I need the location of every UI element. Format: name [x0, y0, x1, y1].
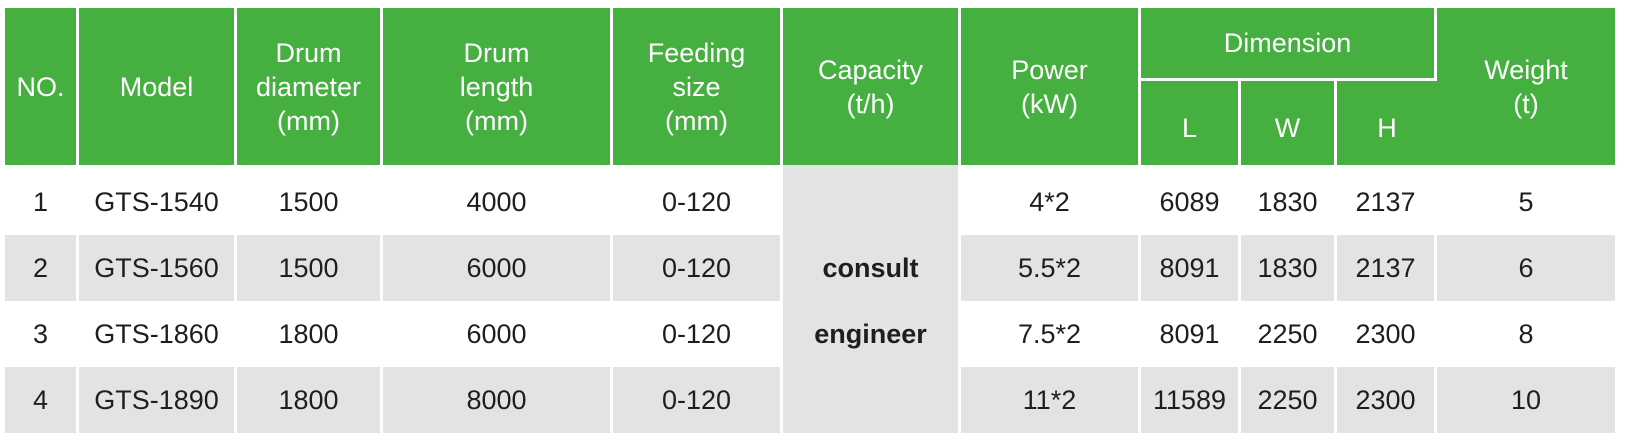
cell-dim-h: 2137 [1337, 235, 1438, 301]
cell-diameter: 1800 [237, 301, 383, 367]
cell-diameter: 1500 [237, 235, 383, 301]
header-model: Model [79, 8, 237, 165]
cell-length: 4000 [383, 165, 613, 235]
cell-dim-w: 2250 [1241, 367, 1337, 433]
header-dimension-w: W [1241, 81, 1337, 165]
header-dimension-h: H [1337, 81, 1438, 165]
cell-power: 11*2 [961, 367, 1141, 433]
header-power: Power (kW) [961, 8, 1141, 165]
cell-model: GTS-1860 [79, 301, 237, 367]
cell-length: 6000 [383, 235, 613, 301]
cell-weight: 10 [1437, 367, 1616, 433]
cell-no: 1 [5, 165, 79, 235]
table-row: 4 GTS-1890 1800 8000 0-120 11*2 11589 22… [5, 367, 1616, 433]
cell-weight: 5 [1437, 165, 1616, 235]
header-row: NO. Model Drum diameter (mm) Drum length… [5, 8, 1616, 165]
cell-diameter: 1800 [237, 367, 383, 433]
spec-table: NO. Model Drum diameter (mm) Drum length… [5, 8, 1616, 433]
cell-power: 7.5*2 [961, 301, 1141, 367]
header-drum-length: Drum length (mm) [383, 8, 613, 165]
cell-diameter: 1500 [237, 165, 383, 235]
cell-feeding: 0-120 [613, 165, 783, 235]
cell-feeding: 0-120 [613, 301, 783, 367]
header-capacity-line1: Capacity [817, 54, 924, 85]
header-drum-diameter-line3: (mm) [277, 105, 340, 136]
table-row: 2 GTS-1560 1500 6000 0-120 5.5*2 8091 18… [5, 235, 1616, 301]
header-feeding-size-line2: size [672, 71, 721, 102]
table-row: 3 GTS-1860 1800 6000 0-120 7.5*2 8091 22… [5, 301, 1616, 367]
header-drum-length-line3: (mm) [465, 105, 528, 136]
cell-feeding: 0-120 [613, 367, 783, 433]
spec-table-wrapper: NO. Model Drum diameter (mm) Drum length… [5, 8, 1616, 433]
cell-capacity-note: consult engineer [783, 165, 961, 433]
cell-feeding: 0-120 [613, 235, 783, 301]
cell-length: 6000 [383, 301, 613, 367]
cell-dim-h: 2300 [1337, 301, 1438, 367]
header-weight: Weight (t) [1437, 8, 1616, 165]
cell-no: 2 [5, 235, 79, 301]
header-no: NO. [5, 8, 79, 165]
cell-no: 3 [5, 301, 79, 367]
cell-weight: 6 [1437, 235, 1616, 301]
header-weight-line2: (t) [1513, 88, 1539, 119]
header-capacity: Capacity (t/h) [783, 8, 961, 165]
header-power-line2: (kW) [1021, 88, 1078, 119]
header-feeding-size: Feeding size (mm) [613, 8, 783, 165]
cell-dim-l: 6089 [1141, 165, 1241, 235]
cell-no: 4 [5, 367, 79, 433]
cell-dim-h: 2300 [1337, 367, 1438, 433]
cell-power: 4*2 [961, 165, 1141, 235]
header-drum-diameter: Drum diameter (mm) [237, 8, 383, 165]
header-drum-length-line1: Drum [463, 37, 530, 68]
cell-dim-l: 8091 [1141, 301, 1241, 367]
cell-dim-l: 8091 [1141, 235, 1241, 301]
cell-model: GTS-1560 [79, 235, 237, 301]
cell-dim-h: 2137 [1337, 165, 1438, 235]
table-row: 1 GTS-1540 1500 4000 0-120 consult engin… [5, 165, 1616, 433]
cell-length: 8000 [383, 367, 613, 433]
cell-dim-l: 11589 [1141, 367, 1241, 433]
header-drum-diameter-line1: Drum [275, 37, 342, 68]
header-power-line1: Power [1011, 54, 1088, 85]
cell-weight: 8 [1437, 301, 1616, 367]
header-capacity-line2: (t/h) [846, 88, 895, 119]
cell-dim-w: 1830 [1241, 165, 1337, 235]
header-subrow: L W H [5, 81, 1615, 165]
header-drum-diameter-line2: diameter [255, 71, 362, 102]
cell-model: GTS-1890 [79, 367, 237, 433]
header-feeding-size-line1: Feeding [647, 37, 746, 68]
header-feeding-size-line3: (mm) [665, 105, 728, 136]
header-drum-length-line2: length [459, 71, 534, 102]
cell-dim-w: 1830 [1241, 235, 1337, 301]
capacity-note-line1: consult [822, 253, 919, 283]
header-dimension-l: L [1141, 81, 1241, 165]
cell-dim-w: 2250 [1241, 301, 1337, 367]
header-weight-line1: Weight [1484, 54, 1568, 85]
cell-model: GTS-1540 [79, 165, 237, 235]
capacity-note-line2: engineer [814, 319, 927, 349]
cell-power: 5.5*2 [961, 235, 1141, 301]
header-dimension: Dimension [1141, 8, 1438, 81]
